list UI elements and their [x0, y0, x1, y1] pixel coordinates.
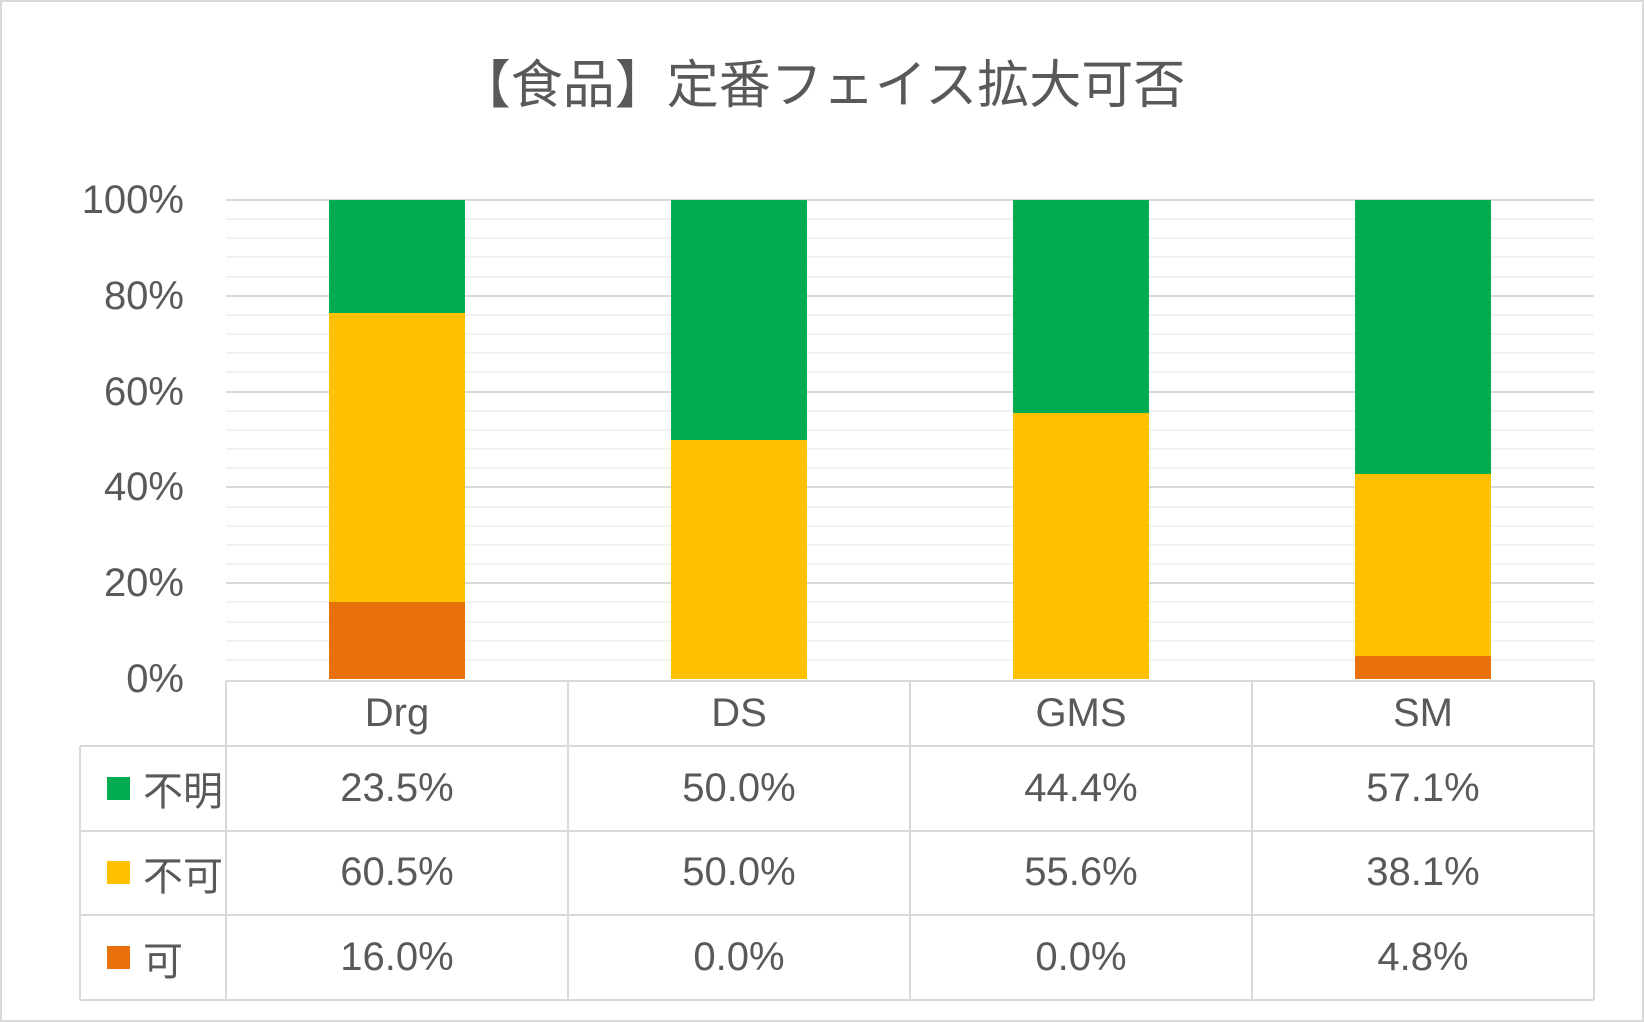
- bar-segment-sm-unknown: [1355, 200, 1491, 474]
- legend-label-allowed: 可: [143, 939, 183, 984]
- minor-gridline: [226, 428, 1594, 431]
- table-header-gms: GMS: [1035, 691, 1127, 735]
- table-border-line: [226, 680, 1594, 682]
- table-border-line: [567, 681, 569, 1000]
- bar-segment-ds-not-allowed: [671, 439, 807, 679]
- y-axis-tick-label: 20%: [103, 561, 184, 606]
- chart-title: 【食品】定番フェイス拡大可否: [458, 57, 1186, 115]
- table-border-line: [80, 914, 1594, 917]
- table-value-ds-unknown: 50.0%: [682, 765, 796, 810]
- table-value-drg-allowed: 16.0%: [340, 935, 454, 980]
- table-header-ds: DS: [711, 691, 767, 735]
- minor-gridline: [226, 275, 1594, 278]
- legend-swatch-unknown: [107, 776, 130, 800]
- table-border-line: [1593, 681, 1595, 1000]
- table-value-drg-unknown: 23.5%: [340, 765, 454, 810]
- legend-swatch-not-allowed: [107, 861, 130, 885]
- table-border-line: [79, 746, 81, 1000]
- major-gridline: [226, 199, 1594, 201]
- minor-gridline: [226, 409, 1594, 412]
- minor-gridline: [226, 371, 1594, 374]
- table-value-ds-not-allowed: 50.0%: [682, 850, 796, 895]
- minor-gridline: [226, 313, 1594, 316]
- minor-gridline: [226, 218, 1594, 221]
- legend-item-allowed: 可: [80, 915, 226, 1000]
- legend-item-unknown: 不明: [80, 746, 226, 831]
- table-border-line: [80, 745, 1594, 747]
- bar-segment-gms-not-allowed: [1013, 412, 1149, 679]
- table-value-sm-not-allowed: 38.1%: [1366, 850, 1480, 895]
- table-border-line: [909, 681, 911, 1000]
- bar-segment-sm-not-allowed: [1355, 473, 1491, 656]
- legend-label-not-allowed: 不可: [143, 854, 223, 899]
- minor-gridline: [226, 505, 1594, 508]
- table-value-gms-unknown: 44.4%: [1024, 765, 1138, 810]
- y-axis-tick-label: 0%: [126, 657, 184, 701]
- table-border-line: [80, 999, 1594, 1001]
- table-value-sm-allowed: 4.8%: [1377, 935, 1469, 980]
- bar-segment-ds-unknown: [671, 200, 807, 440]
- minor-gridline: [226, 639, 1594, 642]
- table-value-gms-allowed: 0.0%: [1035, 935, 1127, 980]
- bar-segment-drg-not-allowed: [329, 312, 465, 603]
- y-axis-tick-label: 40%: [103, 465, 184, 510]
- table-value-drg-not-allowed: 60.5%: [340, 850, 454, 895]
- table-value-sm-unknown: 57.1%: [1366, 765, 1480, 810]
- major-gridline: [226, 582, 1594, 585]
- minor-gridline: [226, 620, 1594, 623]
- bar-segment-sm-allowed: [1355, 656, 1491, 679]
- table-value-ds-allowed: 0.0%: [693, 935, 785, 980]
- minor-gridline: [226, 601, 1594, 604]
- y-axis-tick-label: 60%: [103, 369, 184, 414]
- bar-segment-gms-unknown: [1013, 200, 1149, 413]
- table-border-line: [1251, 681, 1253, 1000]
- y-axis-tick-label: 100%: [81, 178, 184, 222]
- minor-gridline: [226, 467, 1594, 470]
- major-gridline: [226, 294, 1594, 297]
- major-gridline: [226, 486, 1594, 489]
- minor-gridline: [226, 256, 1594, 259]
- minor-gridline: [226, 333, 1594, 336]
- minor-gridline: [226, 524, 1594, 527]
- legend-item-not-allowed: 不可: [80, 831, 226, 916]
- minor-gridline: [226, 237, 1594, 240]
- y-axis-tick-label: 80%: [103, 273, 184, 318]
- minor-gridline: [226, 352, 1594, 355]
- table-header-sm: SM: [1393, 691, 1453, 735]
- minor-gridline: [226, 543, 1594, 546]
- minor-gridline: [226, 658, 1594, 661]
- major-gridline: [226, 390, 1594, 393]
- legend-label-unknown: 不明: [143, 770, 223, 815]
- table-border-line: [80, 829, 1594, 832]
- minor-gridline: [226, 448, 1594, 451]
- bar-segment-drg-unknown: [329, 200, 465, 313]
- table-value-gms-not-allowed: 55.6%: [1024, 850, 1138, 895]
- table-border-line: [225, 681, 227, 1000]
- minor-gridline: [226, 563, 1594, 566]
- legend-swatch-allowed: [107, 946, 130, 970]
- table-header-drg: Drg: [364, 691, 430, 735]
- bar-segment-drg-allowed: [329, 602, 465, 679]
